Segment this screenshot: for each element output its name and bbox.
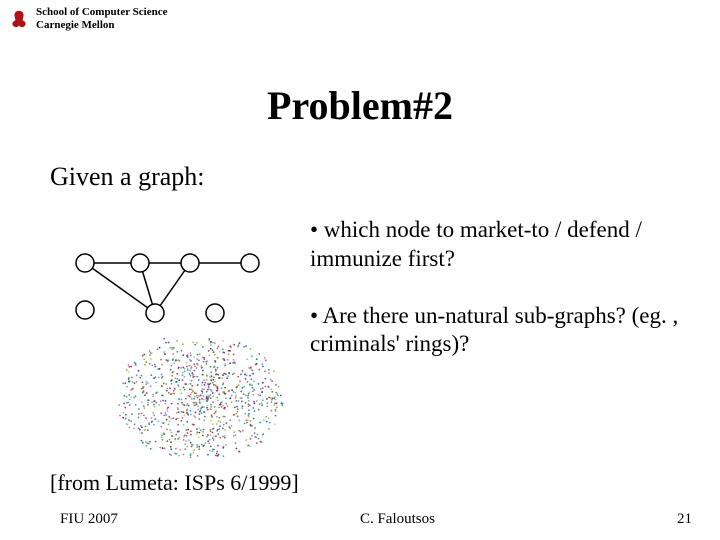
slide-subtitle: Given a graph: [50, 162, 205, 192]
slide-footer: FIU 2007 C. Faloutsos 21 [0, 511, 720, 528]
header-line2: Carnegie Mellon [36, 19, 167, 32]
network-cloud-scatter [110, 338, 290, 458]
slide: School of Computer Science Carnegie Mell… [0, 0, 720, 540]
slide-title: Problem#2 [0, 82, 720, 129]
cmu-logo-icon [8, 8, 30, 30]
footer-right: 21 [677, 511, 692, 528]
image-caption: [from Lumeta: ISPs 6/1999] [50, 470, 299, 496]
bullet-1: • which node to market-to / defend / imm… [310, 216, 690, 274]
slide-header: School of Computer Science Carnegie Mell… [8, 6, 167, 31]
footer-left: FIU 2007 [60, 511, 118, 528]
small-graph-diagram [70, 245, 270, 325]
header-line1: School of Computer Science [36, 6, 167, 19]
footer-center: C. Faloutsos [360, 511, 435, 528]
header-text: School of Computer Science Carnegie Mell… [36, 6, 167, 31]
bullet-2: • Are there un-natural sub-graphs? (eg. … [310, 302, 690, 360]
bullet-list: • which node to market-to / defend / imm… [310, 216, 690, 387]
